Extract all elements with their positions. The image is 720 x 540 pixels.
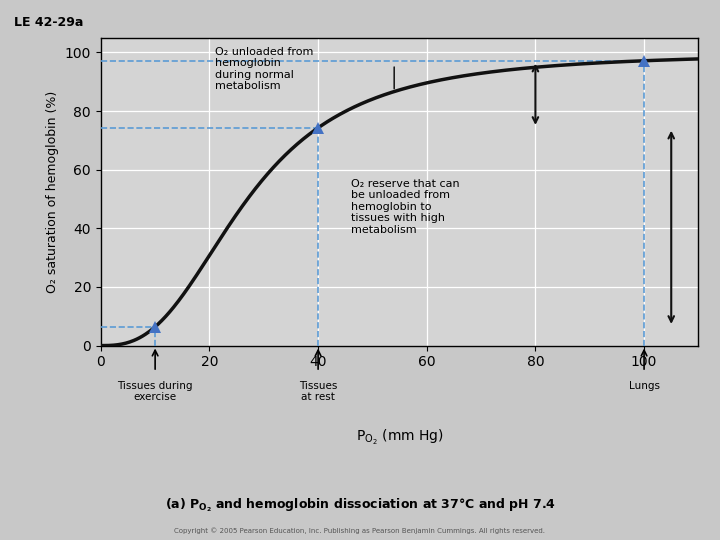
Text: Lungs: Lungs [629,381,660,391]
Text: Tissues
at rest: Tissues at rest [299,381,337,402]
Text: O₂ unloaded from
hemoglobin
during normal
metabolism: O₂ unloaded from hemoglobin during norma… [215,46,313,91]
Text: Tissues during
exercise: Tissues during exercise [117,381,193,402]
Text: LE 42-29a: LE 42-29a [14,16,84,29]
Text: P$_{\mathregular{O_2}}$ (mm Hg): P$_{\mathregular{O_2}}$ (mm Hg) [356,428,444,447]
Text: (a) P$_{\mathregular{O_2}}$ and hemoglobin dissociation at 37°C and pH 7.4: (a) P$_{\mathregular{O_2}}$ and hemoglob… [164,496,556,514]
Text: Copyright © 2005 Pearson Education, Inc. Publishing as Pearson Benjamin Cummings: Copyright © 2005 Pearson Education, Inc.… [174,527,546,534]
Y-axis label: O₂ saturation of hemoglobin (%): O₂ saturation of hemoglobin (%) [46,91,59,293]
Text: O₂ reserve that can
be unloaded from
hemoglobin to
tissues with high
metabolism: O₂ reserve that can be unloaded from hem… [351,179,459,235]
